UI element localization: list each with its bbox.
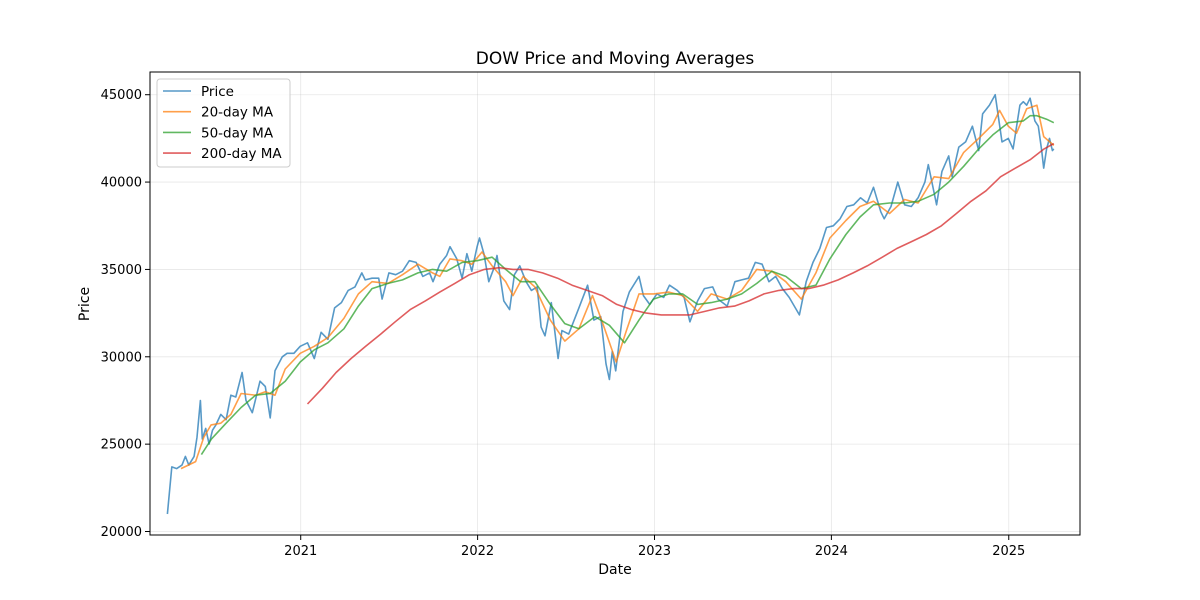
x-tick-label: 2021 <box>284 544 317 559</box>
x-tick-label: 2025 <box>992 544 1025 559</box>
x-axis: 2021 2022 2023 2024 2025 <box>284 535 1025 559</box>
series-line-50-day-ma <box>200 114 1055 456</box>
y-axis: 20000 25000 30000 35000 40000 45000 <box>101 88 150 540</box>
y-tick-label: 25000 <box>101 438 142 453</box>
chart-title: DOW Price and Moving Averages <box>476 49 755 69</box>
legend-label: Price <box>201 84 234 100</box>
series-line-price <box>166 93 1055 515</box>
series-line-200-day-ma <box>306 142 1055 405</box>
legend-box <box>156 78 291 168</box>
plot-frame <box>149 71 1081 536</box>
series-layer <box>166 93 1055 515</box>
y-tick-label: 40000 <box>101 176 142 191</box>
legend: Price 20-day MA 50-day MA 200-day MA <box>156 78 291 168</box>
y-tick-label: 20000 <box>101 525 142 540</box>
legend-label: 50-day MA <box>201 125 274 141</box>
y-tick-label: 30000 <box>101 350 142 365</box>
series-line-20-day-ma <box>180 104 1055 470</box>
legend-label: 20-day MA <box>201 105 274 121</box>
x-tick-label: 2023 <box>638 544 671 559</box>
x-tick-label: 2024 <box>815 544 848 559</box>
x-axis-label: Date <box>598 562 631 578</box>
y-tick-label: 45000 <box>101 88 142 103</box>
legend-label: 200-day MA <box>201 146 282 162</box>
y-tick-label: 35000 <box>101 263 142 278</box>
y-axis-label: Price <box>77 287 93 321</box>
x-tick-label: 2022 <box>461 544 494 559</box>
